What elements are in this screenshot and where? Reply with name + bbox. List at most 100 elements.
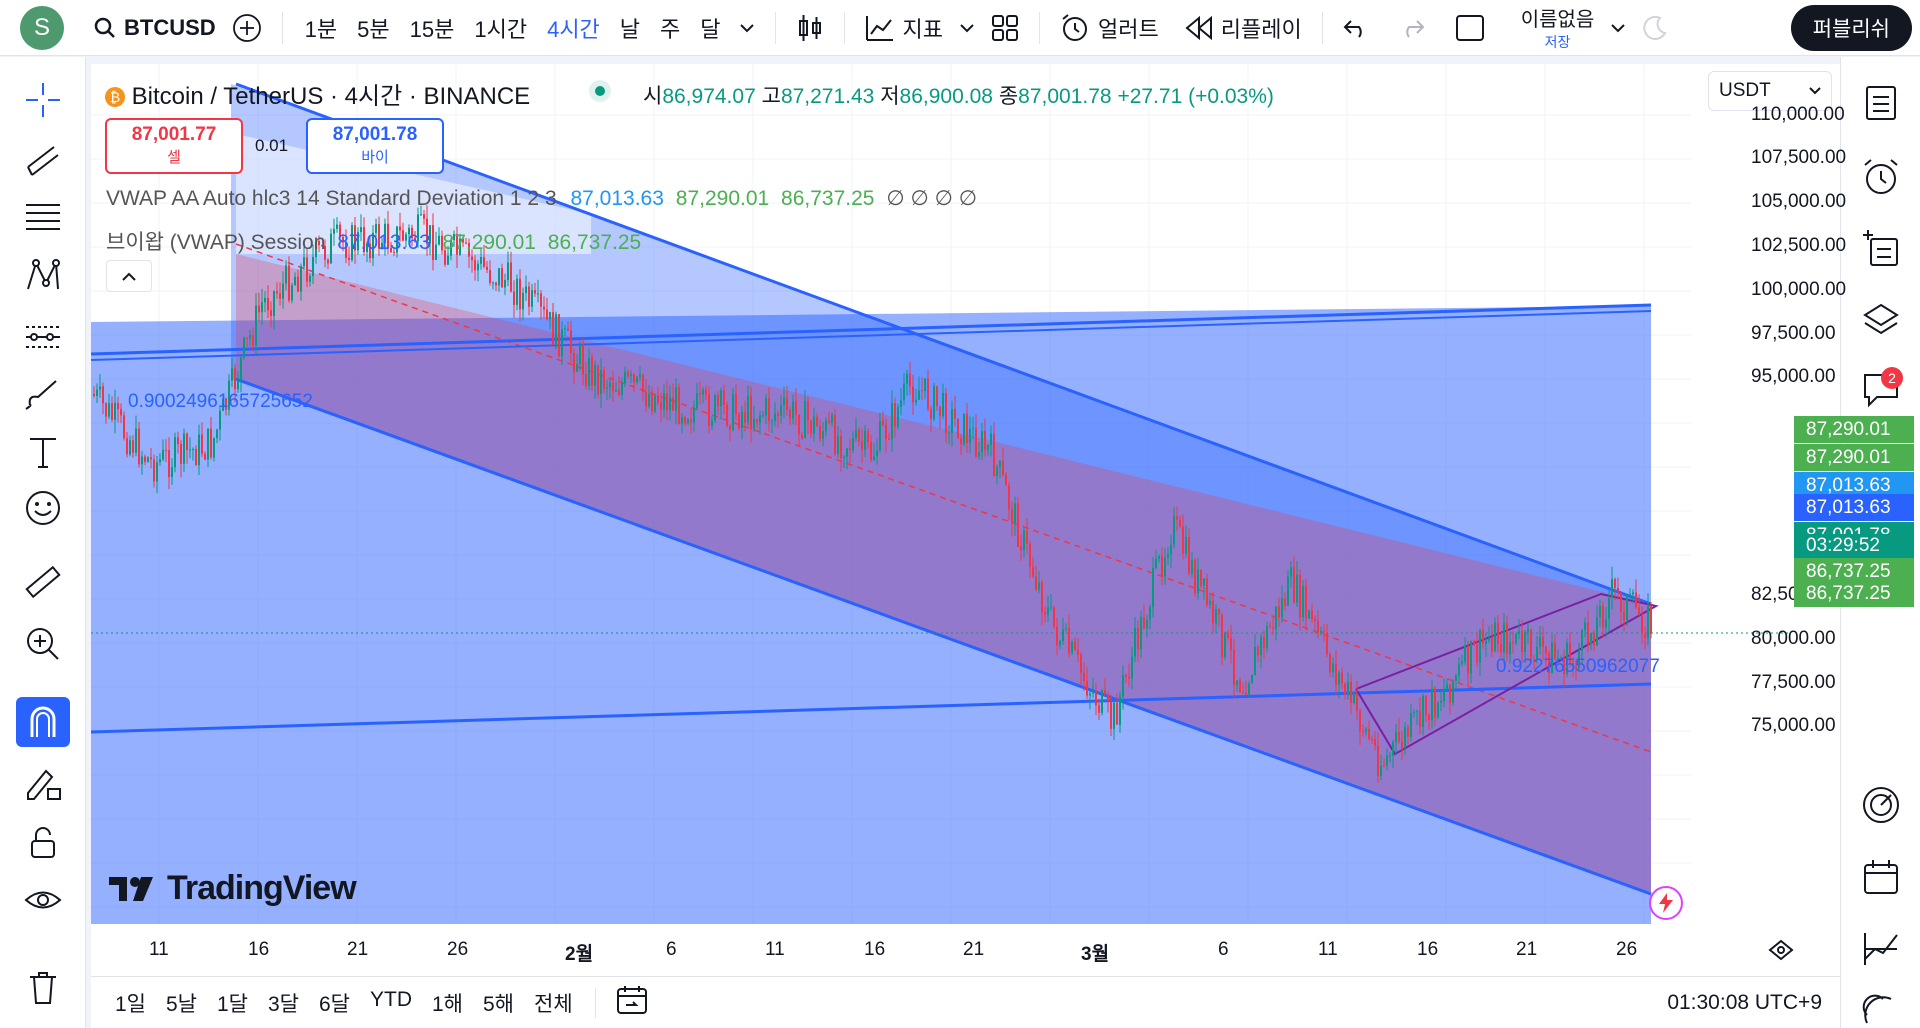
pattern-tool[interactable]	[16, 251, 70, 301]
candle-body	[204, 453, 206, 460]
calendar-button[interactable]	[1855, 851, 1907, 903]
layout-name-button[interactable]: 이름없음 저장	[1513, 0, 1603, 56]
watchlist-button[interactable]	[1855, 77, 1907, 129]
object-tree-button[interactable]	[1855, 295, 1907, 347]
interval-dropdown[interactable]	[731, 0, 763, 56]
indicators-button[interactable]: 지표	[857, 0, 951, 56]
interval-2[interactable]: 15분	[409, 16, 455, 42]
candle-body	[1254, 646, 1256, 676]
text-tool[interactable]	[16, 427, 70, 477]
range-8[interactable]: 전체	[534, 992, 573, 1016]
candle-body	[768, 398, 770, 422]
candle-body	[954, 409, 956, 419]
candle-body	[1491, 637, 1493, 652]
candle-body	[1359, 710, 1361, 732]
sell-button[interactable]: 87,001.77 셀	[105, 118, 243, 174]
indicators-dropdown[interactable]	[951, 0, 983, 56]
chart-type-button[interactable]	[788, 0, 832, 56]
replay-button[interactable]: 리플레이	[1177, 0, 1310, 56]
magnet-tool[interactable]	[16, 697, 70, 747]
redo-button[interactable]	[1391, 0, 1433, 56]
currency-select[interactable]: USDT	[1708, 71, 1832, 111]
chart-pane[interactable]: ₿ Bitcoin / TetherUS · 4시간 · BINANCE 시86…	[91, 64, 1914, 1028]
price-chart[interactable]	[91, 64, 1840, 976]
interval-6[interactable]: 주	[660, 16, 681, 42]
remove-drawings-tool[interactable]	[16, 963, 70, 1013]
symbol-search[interactable]: BTCUSD	[86, 0, 224, 56]
candle-body	[1281, 598, 1283, 618]
price-axis-label: 87,290.01	[1794, 444, 1914, 471]
chats-button[interactable]: 2	[1855, 363, 1907, 415]
range-6[interactable]: 1해	[432, 992, 463, 1016]
range-4[interactable]: 6달	[319, 992, 350, 1016]
templates-button[interactable]	[983, 0, 1027, 56]
buy-button[interactable]: 87,001.78 바이	[306, 118, 444, 174]
collapse-legend-button[interactable]	[106, 260, 152, 292]
parallel-channel-icon	[27, 146, 59, 176]
indicator-legend-vwap-aa[interactable]: VWAP AA Auto hlc3 14 Standard Deviation …	[106, 186, 977, 211]
brush-tool[interactable]	[16, 369, 70, 419]
candle-body	[909, 373, 911, 387]
interval-7[interactable]: 달	[700, 16, 721, 42]
goto-date-button[interactable]	[608, 985, 656, 1021]
lock-drawing-edit-tool[interactable]	[16, 759, 70, 809]
stream-button[interactable]	[1855, 987, 1907, 1028]
compare-symbol-button[interactable]	[224, 0, 270, 56]
measure-tool[interactable]	[16, 557, 70, 607]
publish-button[interactable]: 퍼블리쉬	[1790, 5, 1912, 51]
hotlists-button[interactable]	[1855, 779, 1907, 831]
data-window-button[interactable]	[1855, 223, 1907, 275]
candle-body	[960, 438, 962, 445]
candle-body	[528, 286, 530, 307]
moon-icon	[1643, 15, 1667, 40]
trendline-tool[interactable]	[16, 135, 70, 185]
symbol-legend[interactable]: ₿ Bitcoin / TetherUS · 4시간 · BINANCE	[105, 76, 530, 111]
lock-all-tool[interactable]	[16, 817, 70, 867]
range-1[interactable]: 5날	[166, 992, 197, 1016]
layout-dropdown[interactable]	[1602, 0, 1634, 56]
candle-body	[1131, 656, 1133, 679]
range-0[interactable]: 1일	[115, 992, 146, 1016]
range-2[interactable]: 1달	[217, 992, 248, 1016]
user-avatar[interactable]: S	[20, 5, 64, 50]
candle-body	[1137, 627, 1139, 650]
lightning-icon[interactable]	[1649, 886, 1683, 920]
alert-button[interactable]: 얼러트	[1052, 0, 1167, 56]
candle-body	[1431, 688, 1433, 721]
range-7[interactable]: 5해	[483, 992, 514, 1016]
candle-body	[1572, 662, 1574, 667]
candle-body	[1347, 682, 1349, 695]
price-tick: 95,000.00	[1751, 366, 1836, 387]
candle-body	[1344, 683, 1346, 695]
undo-button[interactable]	[1335, 0, 1377, 56]
interval-1[interactable]: 5분	[357, 16, 390, 42]
sell-price: 87,001.77	[131, 124, 217, 145]
range-5[interactable]: YTD	[370, 987, 412, 1011]
market-status-icon[interactable]	[589, 80, 611, 102]
emoji-tool[interactable]	[16, 483, 70, 533]
axis-settings-icon[interactable]	[1768, 939, 1794, 966]
indicator-legend-vwap-session[interactable]: 브이왑 (VWAP) Session 87,013.63 87,290.01 8…	[106, 226, 641, 256]
crosshair-tool[interactable]	[16, 75, 70, 125]
range-3[interactable]: 3달	[268, 992, 299, 1016]
hide-drawings-tool[interactable]	[16, 875, 70, 925]
forecast-tool[interactable]	[16, 311, 70, 361]
layers-icon	[1863, 303, 1899, 335]
interval-5[interactable]: 날	[619, 16, 641, 42]
interval-4[interactable]: 4시간	[547, 16, 600, 42]
candle-body	[147, 457, 149, 462]
theme-toggle[interactable]	[1634, 0, 1676, 56]
interval-3[interactable]: 1시간	[474, 16, 528, 42]
candle-body	[210, 428, 212, 458]
clock[interactable]: 01:30:08 UTC+9	[1667, 990, 1822, 1014]
candle-body	[1434, 688, 1436, 718]
time-tick: 21	[347, 939, 369, 960]
fullscreen-button[interactable]	[1447, 0, 1493, 56]
alerts-panel-button[interactable]	[1855, 151, 1907, 203]
candle-body	[1446, 684, 1448, 690]
stock-screener-button[interactable]	[1855, 923, 1907, 975]
zoom-tool[interactable]	[16, 619, 70, 669]
candle-body	[1182, 526, 1184, 554]
fib-tool[interactable]	[16, 193, 70, 243]
interval-0[interactable]: 1분	[304, 16, 338, 42]
